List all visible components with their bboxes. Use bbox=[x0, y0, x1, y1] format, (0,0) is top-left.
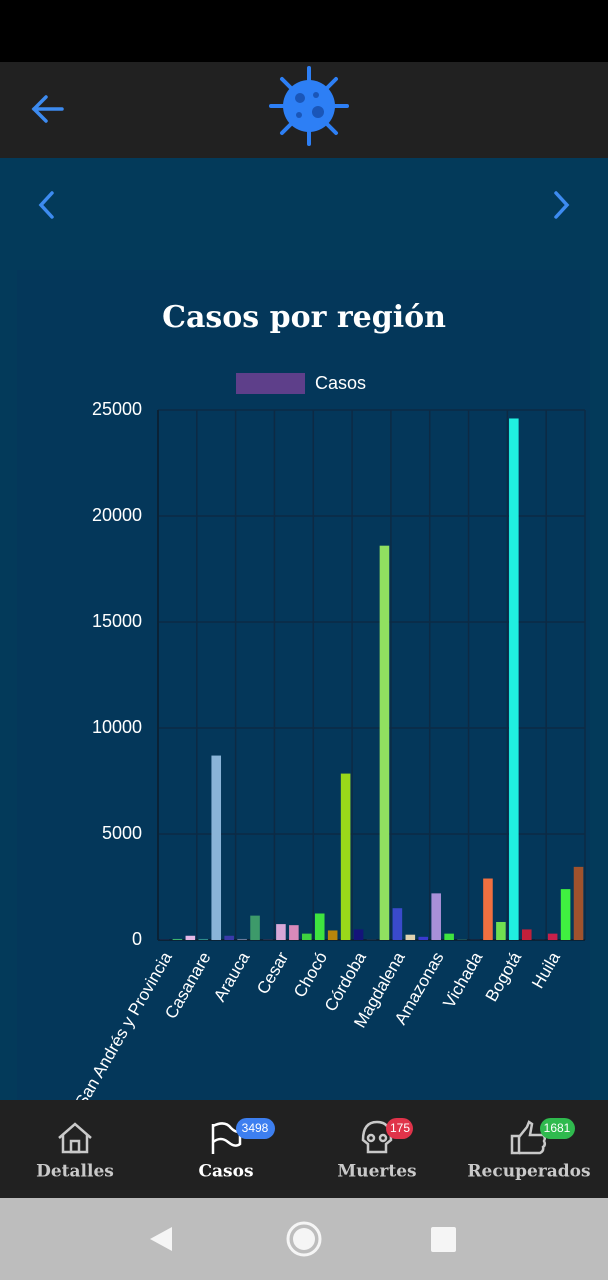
y-tick-label: 20000 bbox=[92, 505, 142, 525]
bar bbox=[560, 889, 571, 940]
bar bbox=[327, 930, 338, 940]
badge bbox=[236, 1118, 275, 1139]
flag-icon[interactable] bbox=[211, 1122, 242, 1154]
bar bbox=[547, 933, 558, 940]
bar bbox=[237, 938, 247, 940]
bar bbox=[379, 545, 390, 940]
bottom-nav bbox=[0, 1100, 608, 1198]
bar bbox=[496, 921, 506, 940]
home-icon[interactable] bbox=[58, 1122, 92, 1154]
y-tick-label: 15000 bbox=[92, 611, 142, 631]
bar bbox=[289, 925, 299, 940]
back-button[interactable] bbox=[31, 95, 64, 123]
chart-title: Casos por región bbox=[162, 300, 446, 335]
nav-label[interactable]: Recuperados bbox=[467, 1162, 590, 1182]
bar bbox=[457, 939, 467, 940]
badge bbox=[386, 1118, 413, 1139]
y-tick-label: 25000 bbox=[92, 399, 142, 419]
y-tick-label: 5000 bbox=[102, 823, 142, 843]
status-bar bbox=[0, 0, 608, 62]
system-home-dot[interactable] bbox=[293, 1228, 315, 1250]
bar bbox=[405, 934, 416, 940]
bar bbox=[211, 755, 222, 940]
bar bbox=[340, 773, 351, 940]
badge-count: 3498 bbox=[242, 1121, 269, 1135]
nav-label[interactable]: Casos bbox=[198, 1162, 253, 1182]
bar bbox=[172, 938, 183, 940]
bar bbox=[276, 924, 286, 940]
legend-swatch[interactable] bbox=[236, 373, 305, 394]
bar bbox=[314, 913, 325, 940]
system-recents[interactable] bbox=[431, 1227, 456, 1252]
bar bbox=[418, 936, 429, 940]
y-tick-label: 0 bbox=[132, 929, 142, 949]
bar bbox=[483, 878, 493, 940]
bar bbox=[444, 933, 454, 940]
nav-label[interactable]: Muertes bbox=[337, 1162, 416, 1182]
nav-label[interactable]: Detalles bbox=[36, 1162, 114, 1182]
bar bbox=[198, 938, 209, 940]
bar bbox=[250, 915, 260, 940]
bar bbox=[573, 866, 584, 940]
bar bbox=[509, 418, 519, 941]
bar bbox=[431, 893, 441, 940]
bar bbox=[185, 935, 196, 940]
bar bbox=[302, 933, 312, 940]
legend-label[interactable]: Casos bbox=[315, 373, 366, 393]
system-back[interactable] bbox=[150, 1227, 172, 1251]
bar bbox=[392, 908, 403, 940]
virus-logo bbox=[269, 66, 349, 146]
bar bbox=[224, 935, 234, 940]
bar bbox=[353, 929, 364, 940]
badge-count: 1681 bbox=[544, 1121, 571, 1135]
badge-count: 175 bbox=[390, 1121, 410, 1135]
system-home[interactable] bbox=[286, 1221, 322, 1257]
badge bbox=[540, 1118, 575, 1139]
next-button[interactable] bbox=[554, 191, 570, 219]
previous-button[interactable] bbox=[38, 191, 54, 219]
skull-icon[interactable] bbox=[361, 1120, 393, 1154]
y-tick-label: 10000 bbox=[92, 717, 142, 737]
bar bbox=[521, 929, 532, 940]
